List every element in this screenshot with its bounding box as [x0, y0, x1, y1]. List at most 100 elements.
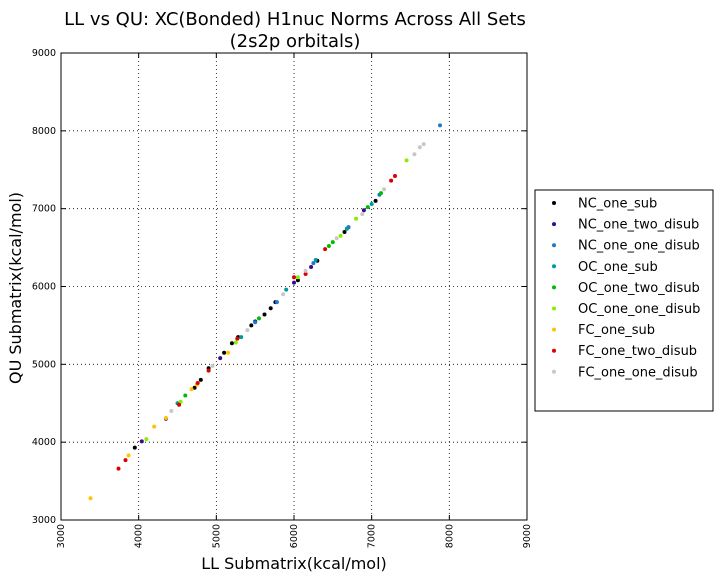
- data-point: [379, 191, 383, 196]
- data-point: [313, 258, 318, 262]
- data-point: [344, 226, 349, 231]
- legend-label: OC_one_sub: [578, 260, 658, 275]
- data-point: [404, 158, 409, 163]
- data-point: [132, 445, 137, 450]
- series-FC_one_two_disub: [116, 174, 397, 471]
- data-point: [330, 240, 335, 245]
- data-point: [303, 268, 308, 273]
- legend-marker: [552, 222, 556, 227]
- data-point: [303, 272, 308, 276]
- data-point: [226, 350, 230, 355]
- data-point: [262, 312, 267, 317]
- data-point: [295, 275, 300, 280]
- plot-points: [88, 123, 442, 501]
- data-point: [222, 350, 227, 355]
- y-tick-label: 3000: [32, 515, 56, 526]
- data-point: [218, 356, 223, 361]
- data-point: [183, 393, 188, 398]
- data-point: [361, 208, 366, 213]
- legend-marker: [552, 327, 556, 332]
- data-point: [126, 453, 131, 458]
- data-point: [360, 212, 365, 217]
- x-tick-label: 4000: [134, 524, 145, 548]
- data-point: [421, 142, 426, 147]
- y-tick-label: 6000: [32, 282, 56, 293]
- data-point: [210, 363, 215, 368]
- y-tick-label: 8000: [32, 126, 56, 137]
- x-tick-label: 5000: [211, 524, 222, 548]
- legend-marker: [552, 348, 556, 353]
- series-FC_one_one_disub: [169, 142, 426, 413]
- data-point: [123, 458, 128, 463]
- data-point: [284, 287, 289, 292]
- x-tick-label: 3000: [56, 524, 67, 548]
- y-axis-label: QU Submatrix(kcal/mol): [6, 192, 25, 384]
- data-point: [195, 381, 200, 385]
- data-point: [245, 328, 250, 333]
- data-point: [412, 152, 417, 157]
- data-point: [342, 230, 347, 234]
- data-point: [229, 341, 234, 346]
- legend-marker: [552, 369, 556, 374]
- series-OC_one_one_disub: [144, 158, 409, 442]
- data-point: [389, 178, 394, 183]
- data-point: [292, 275, 296, 280]
- data-point: [334, 236, 339, 241]
- data-point: [152, 424, 157, 429]
- legend-marker: [552, 201, 556, 205]
- x-tick-label: 8000: [444, 524, 455, 548]
- y-tick-label: 7000: [32, 204, 56, 215]
- x-tick-label: 9000: [522, 524, 533, 548]
- data-point: [253, 320, 258, 325]
- legend: NC_one_sub NC_one_two_disub NC_one_one_dis…: [534, 189, 714, 412]
- data-point: [144, 437, 149, 442]
- data-point: [354, 216, 359, 221]
- data-point: [177, 402, 182, 407]
- data-point: [295, 278, 300, 283]
- data-point: [116, 466, 121, 471]
- legend-marker: [552, 285, 556, 290]
- legend-label: FC_one_sub: [578, 323, 655, 338]
- y-tick-label: 5000: [32, 359, 56, 370]
- data-point: [323, 247, 328, 252]
- legend-marker: [552, 306, 556, 311]
- y-tick-label: 4000: [32, 437, 56, 448]
- data-point: [438, 123, 442, 128]
- data-point: [249, 323, 254, 328]
- data-point: [163, 416, 168, 420]
- data-point: [239, 335, 244, 340]
- legend-label: NC_one_two_disub: [578, 218, 699, 233]
- series-NC_one_one_disub: [253, 123, 442, 325]
- chart-title-line-1: LL vs QU: XC(Bonded) H1nuc Norms Across …: [64, 9, 526, 30]
- data-point: [235, 336, 240, 341]
- legend-label: OC_one_two_disub: [578, 281, 700, 296]
- data-point: [393, 174, 397, 178]
- legend-label: FC_one_one_disub: [578, 365, 698, 380]
- data-point: [281, 292, 286, 297]
- data-point: [365, 205, 370, 210]
- series-OC_one_sub: [175, 202, 374, 406]
- data-point: [257, 316, 261, 321]
- data-point: [139, 439, 144, 444]
- data-point: [169, 409, 174, 413]
- data-point: [189, 387, 194, 392]
- data-point: [88, 496, 93, 501]
- legend-label: OC_one_one_disub: [578, 302, 700, 317]
- chart-title-line-2: (2s2p orbitals): [230, 31, 361, 52]
- y-tick-label: 9000: [32, 48, 56, 59]
- axis-ticks: 3000 4000 5000 6000 7000 8000 9000 3000 4000 5000…: [32, 48, 533, 548]
- legend-marker: [552, 243, 556, 248]
- series-FC_one_sub: [88, 350, 230, 501]
- data-point: [198, 377, 203, 382]
- legend-label: NC_one_sub: [578, 197, 657, 212]
- data-point: [292, 280, 296, 285]
- data-point: [326, 244, 331, 248]
- data-point: [192, 385, 197, 390]
- data-point: [373, 198, 378, 203]
- grid-lines: [61, 53, 527, 520]
- data-point: [417, 145, 422, 150]
- data-point: [309, 265, 314, 269]
- data-point: [338, 233, 343, 238]
- x-tick-label: 6000: [289, 524, 300, 548]
